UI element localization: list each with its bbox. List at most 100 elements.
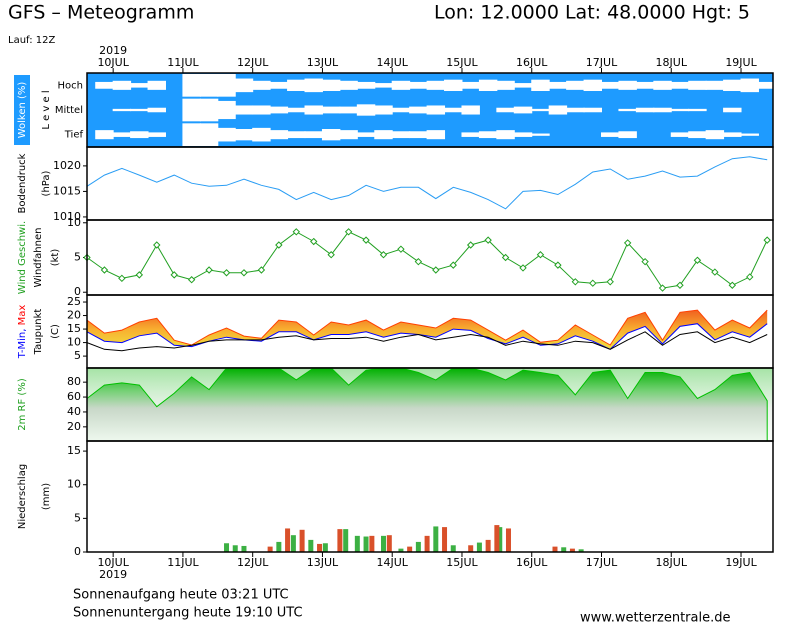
marker [554, 261, 562, 269]
cloud-cover [705, 80, 725, 90]
line [86, 323, 768, 350]
marker [222, 269, 231, 277]
marker [711, 268, 719, 276]
x-tick-label: 11JUL [167, 56, 199, 69]
y-axis-label-part: L e v e l [41, 90, 52, 129]
panel-frame [86, 440, 774, 553]
bar [442, 527, 448, 552]
line [86, 156, 768, 210]
x-tick-label: 14JUL [377, 56, 409, 69]
cloud-cover [269, 130, 289, 140]
bar [468, 545, 474, 552]
cloud-cover [670, 132, 690, 137]
bar [317, 543, 323, 552]
y-tick-label: 5 [74, 349, 81, 362]
x-tick-label: 12JUL [237, 556, 269, 569]
y-tick-label: 20 [67, 420, 81, 433]
marker [641, 257, 649, 266]
location: Lon: 12.0000 Lat: 48.0000 Hgt: 5 [434, 2, 750, 24]
y-tick-label: 15 [67, 444, 81, 457]
marker [606, 278, 614, 286]
y-axis-label-part: Taupunkt [33, 309, 44, 356]
cloud-cover [496, 130, 515, 140]
cloud-cover [304, 131, 323, 139]
bar [299, 529, 305, 552]
bar [369, 535, 375, 552]
marker [589, 279, 597, 287]
bar [485, 539, 491, 552]
marker [275, 241, 283, 249]
bar [386, 535, 392, 552]
cloud-cover [618, 80, 637, 90]
cloud-cover [147, 80, 166, 90]
marker [658, 284, 667, 292]
cloud-cover [339, 106, 358, 114]
y-axis-label: Wind Geschwi. [17, 221, 28, 294]
marker [449, 261, 457, 269]
cloud-cover [321, 106, 341, 114]
cloud-cover [426, 80, 446, 90]
bar [552, 546, 558, 552]
cloud-cover [496, 107, 515, 113]
x-tick-label: 15JUL [446, 56, 478, 69]
cloud-cover [409, 81, 428, 89]
cloud-cover [217, 100, 236, 120]
bar [569, 548, 575, 552]
marker [623, 239, 632, 247]
source: www.wetterzentrale.de [580, 611, 730, 625]
x-tick-label: 17JUL [586, 56, 618, 69]
cloud-cover [321, 79, 341, 91]
y-axis-label: Taupunkt [33, 309, 44, 356]
cloud-cover [531, 133, 550, 136]
y-axis-label: Niederschlag [17, 464, 28, 529]
x-tick-label: 19JUL [725, 56, 757, 69]
cloud-cover [391, 80, 411, 90]
cloud-cover [705, 130, 725, 140]
line [86, 309, 768, 346]
cloud-cover [130, 131, 149, 139]
y-tick-label: 15 [67, 322, 81, 335]
year-label: 2019 [99, 44, 127, 57]
bar [322, 543, 328, 552]
cloud-cover [252, 127, 271, 142]
cloud-cover [688, 80, 707, 90]
sunset: Sonnenuntergang heute 19:10 UTC [73, 606, 303, 621]
cloud-cover [740, 133, 759, 136]
marker [170, 271, 178, 279]
x-tick-label: 13JUL [307, 556, 339, 569]
cloud-cover [112, 80, 132, 90]
bar [380, 535, 386, 552]
marker [379, 251, 388, 259]
cloud-cover [182, 98, 201, 122]
cloud-cover [461, 105, 480, 115]
bar [224, 543, 230, 552]
cloud-cover [287, 131, 306, 139]
bar [285, 528, 291, 552]
y-axis-label: (kt) [50, 249, 61, 267]
cloud-cover [723, 107, 742, 113]
y-tick-label: 1015 [53, 184, 81, 197]
y-axis-label-part: Windfahnen [33, 228, 44, 288]
marker [571, 278, 580, 286]
x-tick-label: 15JUL [446, 556, 478, 569]
cloud-cover [234, 105, 254, 115]
cloud-cover [234, 129, 254, 141]
x-tick-label: 12JUL [237, 56, 269, 69]
cloud-cover [199, 98, 219, 122]
level-label: Tief [64, 130, 84, 141]
bar [290, 535, 296, 552]
cloud-cover [688, 108, 707, 112]
y-axis-label: Windfahnen [33, 228, 44, 288]
y-axis-label-part: Wolken (%) [17, 82, 28, 139]
cloud-cover [548, 105, 568, 115]
title: GFS – Meteogramm [8, 2, 194, 24]
bar [505, 528, 511, 552]
x-tick-label: 10JUL [97, 556, 129, 569]
marker [536, 251, 545, 259]
cloud-cover [269, 106, 289, 114]
cloud-cover [356, 132, 376, 137]
y-tick-label: 20 [67, 309, 81, 322]
cloud-cover [374, 83, 393, 88]
y-tick-label: 60 [67, 390, 81, 403]
cloud-cover [409, 131, 428, 139]
